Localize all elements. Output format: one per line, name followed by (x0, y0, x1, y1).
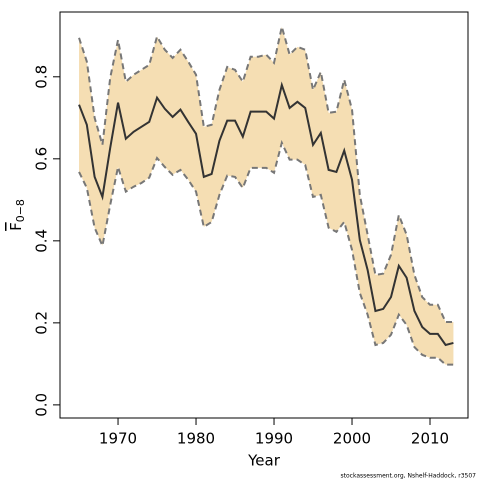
y-tick-label: 0.8 (33, 65, 51, 89)
x-tick-label: 2010 (411, 430, 449, 448)
plot-frame (59, 11, 469, 419)
credit: stockassessment.org, Nshelf-Haddock, r35… (341, 473, 477, 480)
x-tick-label: 1990 (255, 430, 293, 448)
x-axis-label: Year (247, 452, 281, 470)
confidence-band (79, 26, 454, 365)
y-label-subscript: 0−8 (14, 199, 27, 222)
y-tick-label: 0.4 (33, 229, 51, 253)
y-tick-label: 0.6 (33, 147, 51, 171)
y-axis-label: F0−8 (7, 199, 28, 231)
estimate-line (78, 81, 454, 347)
y-label-symbol: F (7, 222, 25, 231)
lower-bound (78, 139, 454, 366)
x-tick-label: 2000 (333, 430, 371, 448)
upper-bound (78, 26, 454, 324)
x-tick-label: 1980 (177, 430, 215, 448)
x-tick-label: 1970 (99, 430, 137, 448)
y-tick-label: 0.2 (33, 311, 51, 335)
y-tick-label: 0.0 (33, 393, 51, 417)
